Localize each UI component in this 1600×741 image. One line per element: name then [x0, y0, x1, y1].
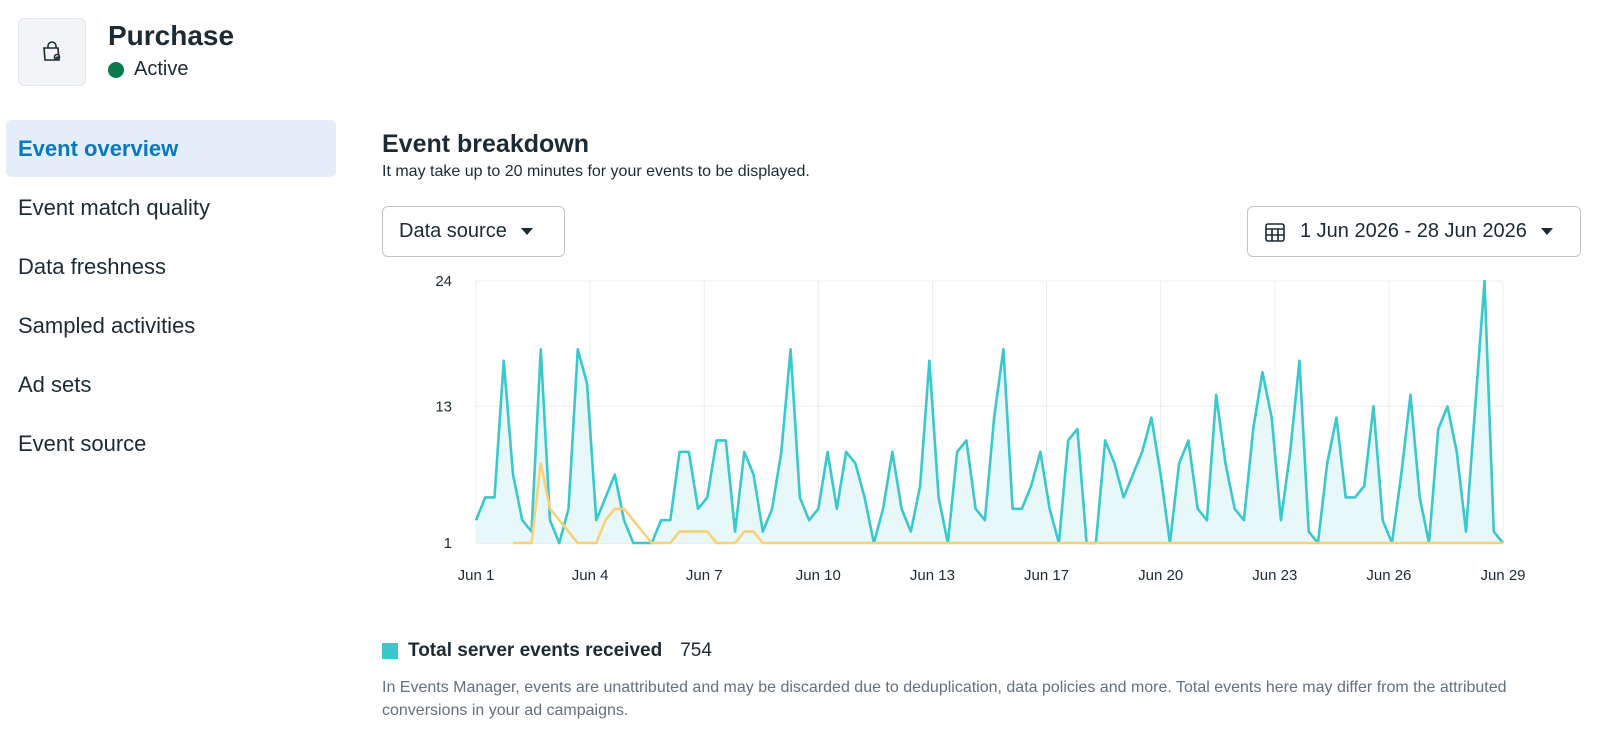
x-tick-label: Jun 10 — [796, 567, 841, 584]
nav-item-data-freshness[interactable]: Data freshness — [18, 253, 166, 279]
event-icon-box — [18, 18, 86, 86]
nav-item-ad-sets[interactable]: Ad sets — [18, 371, 92, 397]
x-tick-label: Jun 26 — [1366, 567, 1411, 584]
data-source-dropdown[interactable]: Data source — [382, 206, 565, 257]
nav-item-event-overview[interactable]: Event overview — [6, 120, 336, 177]
series-area-0 — [476, 281, 1503, 543]
chart-footnote: In Events Manager, events are unattribut… — [382, 679, 1507, 719]
y-tick-label: 24 — [435, 273, 452, 290]
nav-item-event-match-quality[interactable]: Event match quality — [18, 194, 210, 220]
shopping-bag-icon — [43, 41, 61, 61]
x-tick-label: Jun 7 — [686, 567, 723, 584]
status-text: Active — [134, 58, 189, 80]
section-title: Event breakdown — [382, 130, 589, 158]
chart-legend: Total server events received 754 — [382, 640, 712, 662]
x-tick-label: Jun 4 — [572, 567, 609, 584]
nav-item-sampled-activities[interactable]: Sampled activities — [18, 312, 196, 338]
section-subtitle: It may take up to 20 minutes for your ev… — [382, 163, 810, 180]
x-tick-label: Jun 29 — [1480, 567, 1525, 584]
legend-label: Total server events received — [408, 640, 663, 661]
legend-value: 754 — [680, 640, 712, 661]
nav-item-event-source[interactable]: Event source — [18, 430, 147, 456]
chevron-down-icon — [1540, 228, 1553, 235]
x-tick-label: Jun 13 — [910, 567, 955, 584]
calendar-icon — [1265, 222, 1285, 242]
x-tick-label: Jun 17 — [1024, 567, 1069, 584]
legend-swatch — [382, 643, 398, 659]
event-title: Purchase — [108, 20, 235, 51]
chevron-down-icon — [520, 228, 533, 235]
date-range-picker[interactable]: 1 Jun 2026 - 28 Jun 2026 — [1247, 206, 1581, 257]
x-tick-label: Jun 23 — [1252, 567, 1297, 584]
series-line-1 — [513, 461, 1503, 545]
x-tick-label: Jun 1 — [458, 567, 495, 584]
status-indicator: Active — [108, 58, 188, 81]
y-tick-label: 1 — [444, 535, 452, 552]
sidebar-nav: Event overview Event match quality Data … — [6, 120, 336, 474]
series-line-0 — [474, 279, 1505, 545]
date-range-label: 1 Jun 2026 - 28 Jun 2026 — [1300, 220, 1527, 242]
event-breakdown-chart: Jun 1 Jun 4 Jun 7 Jun 10 Jun 13 Jun 17 Jun 20 J… — [435, 273, 1525, 584]
y-tick-label: 13 — [435, 398, 452, 415]
data-source-label: Data source — [399, 220, 507, 242]
x-tick-label: Jun 20 — [1138, 567, 1183, 584]
status-dot — [108, 61, 124, 78]
